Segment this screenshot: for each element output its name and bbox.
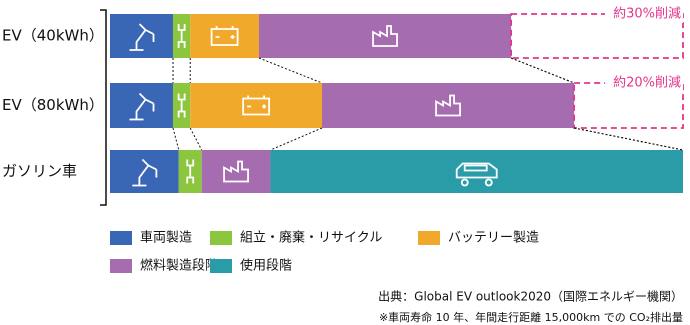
icon <box>435 94 461 117</box>
bar-segment <box>258 14 512 58</box>
bar-segment <box>201 150 271 193</box>
icon <box>129 92 155 121</box>
icon-shape <box>132 158 158 187</box>
annotation-bg <box>605 5 683 23</box>
icon <box>210 26 239 46</box>
annotation: 約30%削減 <box>613 6 681 22</box>
icon-shape <box>223 160 249 183</box>
icon-shape <box>129 23 155 51</box>
legend-label: バッテリー製造 <box>448 231 539 246</box>
legend-label: 車両製造 <box>140 231 192 246</box>
icon <box>132 158 158 187</box>
connector <box>258 57 323 84</box>
legend-swatch <box>110 259 132 273</box>
icon-shape <box>242 95 271 116</box>
reduction-box <box>510 13 684 59</box>
connector <box>270 127 323 151</box>
note: ※車両寿命 10 年、年間走行距離 15,000km での CO₂排出量 <box>379 310 683 324</box>
icon-shape <box>210 26 239 46</box>
bar-segment <box>190 83 323 128</box>
icon <box>177 24 186 48</box>
bar-segment <box>270 150 683 193</box>
icon-shape <box>372 25 398 47</box>
source: 出典：Global EV outlook2020（国際エネルギー機関） <box>378 289 683 304</box>
category-label: EV（80kWh） <box>2 96 104 114</box>
icon-shape <box>186 159 195 184</box>
icon <box>372 25 398 47</box>
legend-label: 燃料製造段階 <box>140 258 218 274</box>
legend-label: 組立・廃棄・リサイクル <box>240 230 382 246</box>
annotation-bg <box>605 74 683 92</box>
icon-shape <box>455 162 498 187</box>
icon-shape <box>177 93 186 118</box>
bar-segment <box>190 14 259 58</box>
icon-shape <box>435 94 461 117</box>
legend-swatch <box>418 231 440 245</box>
category-label: ガソリン車 <box>2 162 77 180</box>
legend-label: 使用段階 <box>240 258 292 274</box>
connector <box>189 127 203 151</box>
legend-swatch <box>210 231 232 245</box>
legend-swatch <box>210 259 232 273</box>
bracket <box>100 9 107 206</box>
bar-segment <box>322 83 575 128</box>
icon <box>186 159 195 184</box>
icon <box>223 160 249 183</box>
connector <box>574 127 684 151</box>
icon-shape <box>129 92 155 121</box>
icon <box>242 95 271 116</box>
connector <box>510 57 575 84</box>
category-label: EV（40kWh） <box>2 27 104 45</box>
icon-shape <box>177 24 186 48</box>
icon <box>129 23 155 51</box>
legend-swatch <box>110 231 132 245</box>
icon <box>455 162 498 187</box>
connector <box>172 127 180 151</box>
annotation: 約20%削減 <box>613 75 681 91</box>
icon <box>177 93 186 118</box>
